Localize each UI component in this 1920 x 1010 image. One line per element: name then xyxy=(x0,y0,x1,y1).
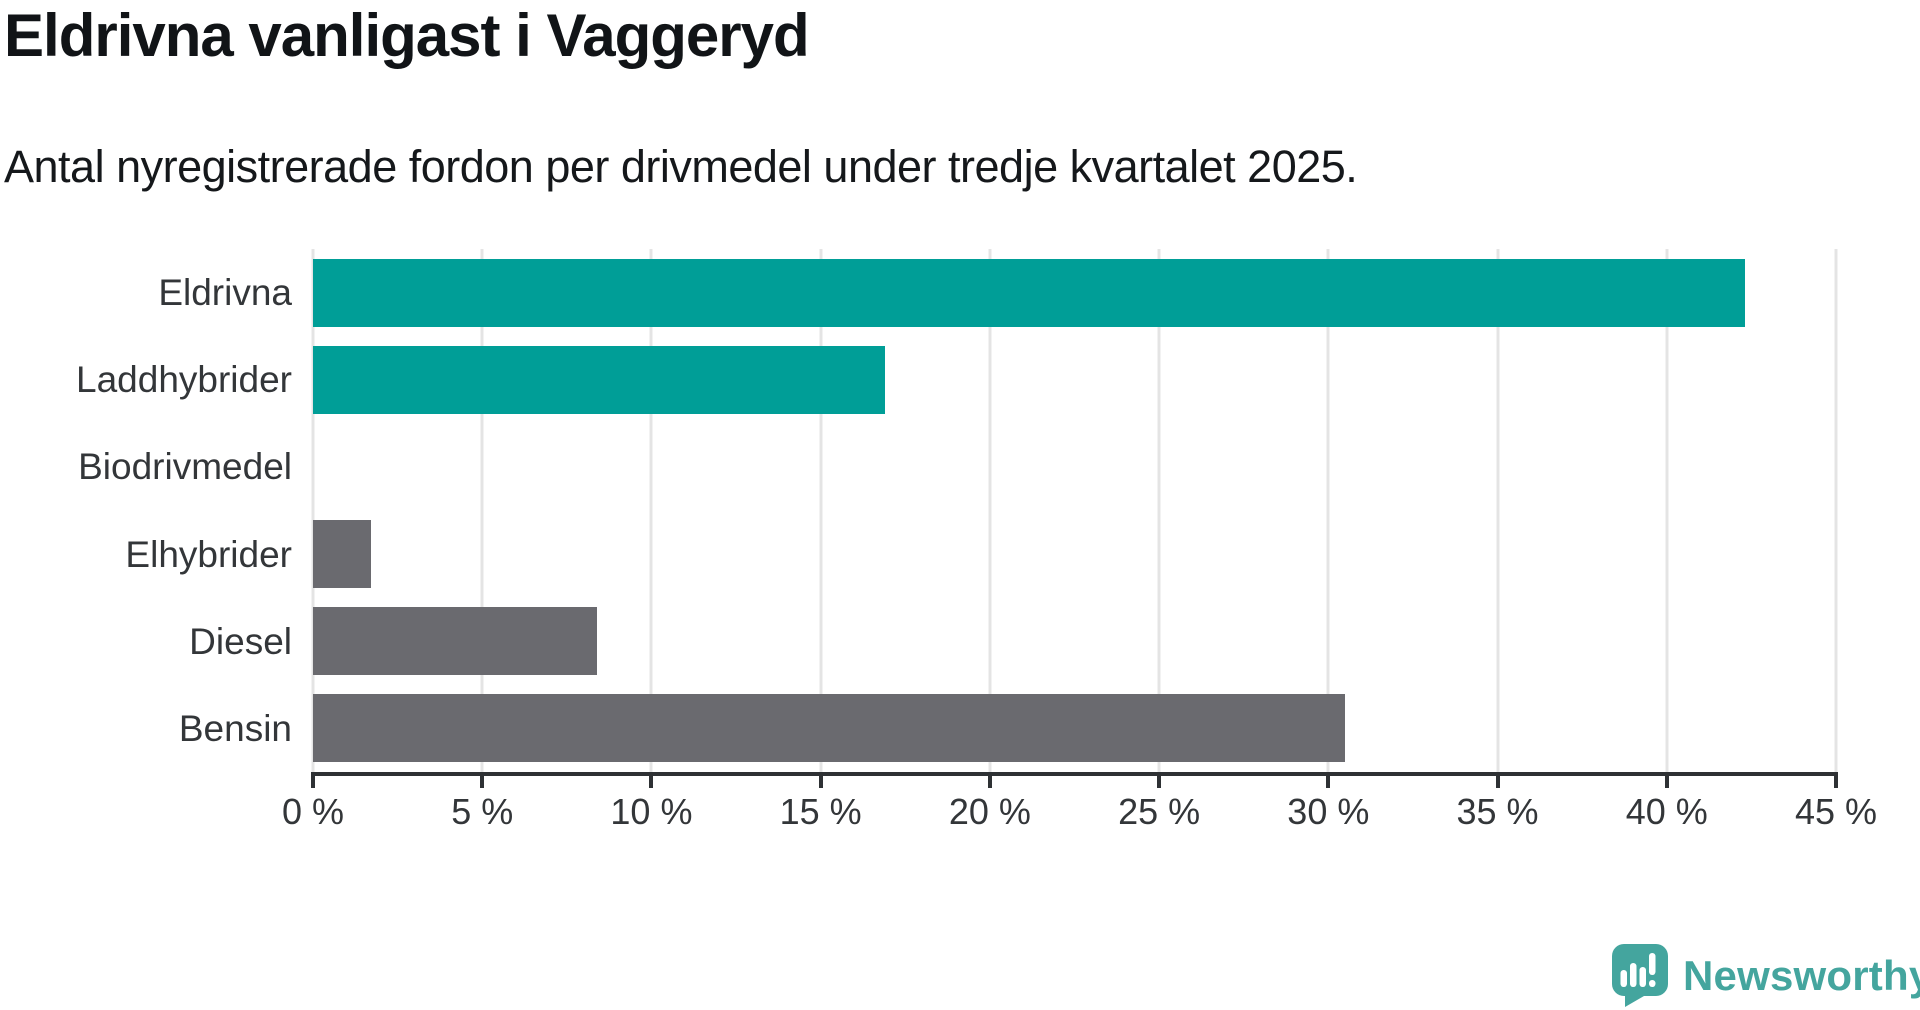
x-tick-label: 0 % xyxy=(281,791,345,832)
chart-title: Eldrivna vanligast i Vaggeryd xyxy=(4,2,810,69)
bar xyxy=(313,258,1745,327)
x-tick-label: 5 % xyxy=(451,791,514,832)
x-tick-label: 45 % xyxy=(1794,791,1878,832)
gridline xyxy=(480,249,484,772)
category-label: Eldrivna xyxy=(158,272,292,314)
speech-bubble-bar-chart-icon xyxy=(1612,944,1668,1007)
x-tick xyxy=(818,776,823,788)
x-tick xyxy=(987,776,992,788)
x-tick xyxy=(1326,776,1331,788)
gridline xyxy=(1496,249,1500,772)
logo-exclamation-stem xyxy=(1649,953,1656,975)
x-tick-label: 40 % xyxy=(1625,791,1708,832)
gridline xyxy=(1326,249,1330,772)
bar-row: Biodrivmedel xyxy=(78,423,1836,510)
gridline xyxy=(988,249,992,772)
gridline xyxy=(1157,249,1161,772)
x-tick-label: 35 % xyxy=(1456,791,1539,832)
x-tick xyxy=(311,776,315,788)
category-label: Biodrivmedel xyxy=(78,446,292,488)
gridline xyxy=(819,249,823,772)
category-label: Diesel xyxy=(189,620,292,662)
x-tick xyxy=(649,776,654,788)
logo-bar-small xyxy=(1620,970,1627,987)
x-tick-label: 15 % xyxy=(779,791,862,832)
bar-row: Diesel xyxy=(189,598,1836,685)
x-tick-label: 20 % xyxy=(948,791,1031,832)
bar-row: Bensin xyxy=(179,685,1836,772)
bar xyxy=(313,520,371,589)
x-tick-label: 30 % xyxy=(1287,791,1370,832)
bar-rows: Eldrivna Laddhybrider Biodrivmedel Elhybrid… xyxy=(76,249,1836,772)
x-tick xyxy=(480,776,485,788)
x-tick xyxy=(1834,776,1838,788)
bar-chart: Eldrivna Laddhybrider Biodrivmedel Elhybrid… xyxy=(76,249,1877,830)
bar-row: Eldrivna xyxy=(158,249,1836,336)
x-tick xyxy=(1495,776,1500,788)
bar-row: Laddhybrider xyxy=(76,336,1836,423)
x-tick xyxy=(1664,776,1669,788)
logo-exclamation-dot xyxy=(1649,980,1656,987)
logo-bar-tall xyxy=(1630,963,1637,987)
x-tick xyxy=(1157,776,1162,788)
newsworthy-wordmark: Newsworthy xyxy=(1683,951,1920,999)
x-axis-line xyxy=(311,772,1838,776)
bar xyxy=(313,345,885,414)
gridline xyxy=(1834,249,1838,772)
category-label: Bensin xyxy=(178,707,292,749)
gridline xyxy=(649,249,653,772)
gridline xyxy=(1665,249,1669,772)
logo-bar-medium xyxy=(1639,967,1646,987)
chart-subtitle: Antal nyregistrerade fordon per drivmede… xyxy=(4,141,1358,192)
gridline xyxy=(311,249,315,772)
x-tick-label: 25 % xyxy=(1118,791,1201,832)
x-tick-label: 10 % xyxy=(610,791,693,832)
bar xyxy=(313,607,598,676)
bar-row: Elhybrider xyxy=(125,511,1836,598)
newsworthy-logo: Newsworthy xyxy=(1612,944,1920,1007)
category-label: Laddhybrider xyxy=(76,359,292,401)
category-label: Elhybrider xyxy=(125,533,292,575)
bar xyxy=(313,694,1346,763)
